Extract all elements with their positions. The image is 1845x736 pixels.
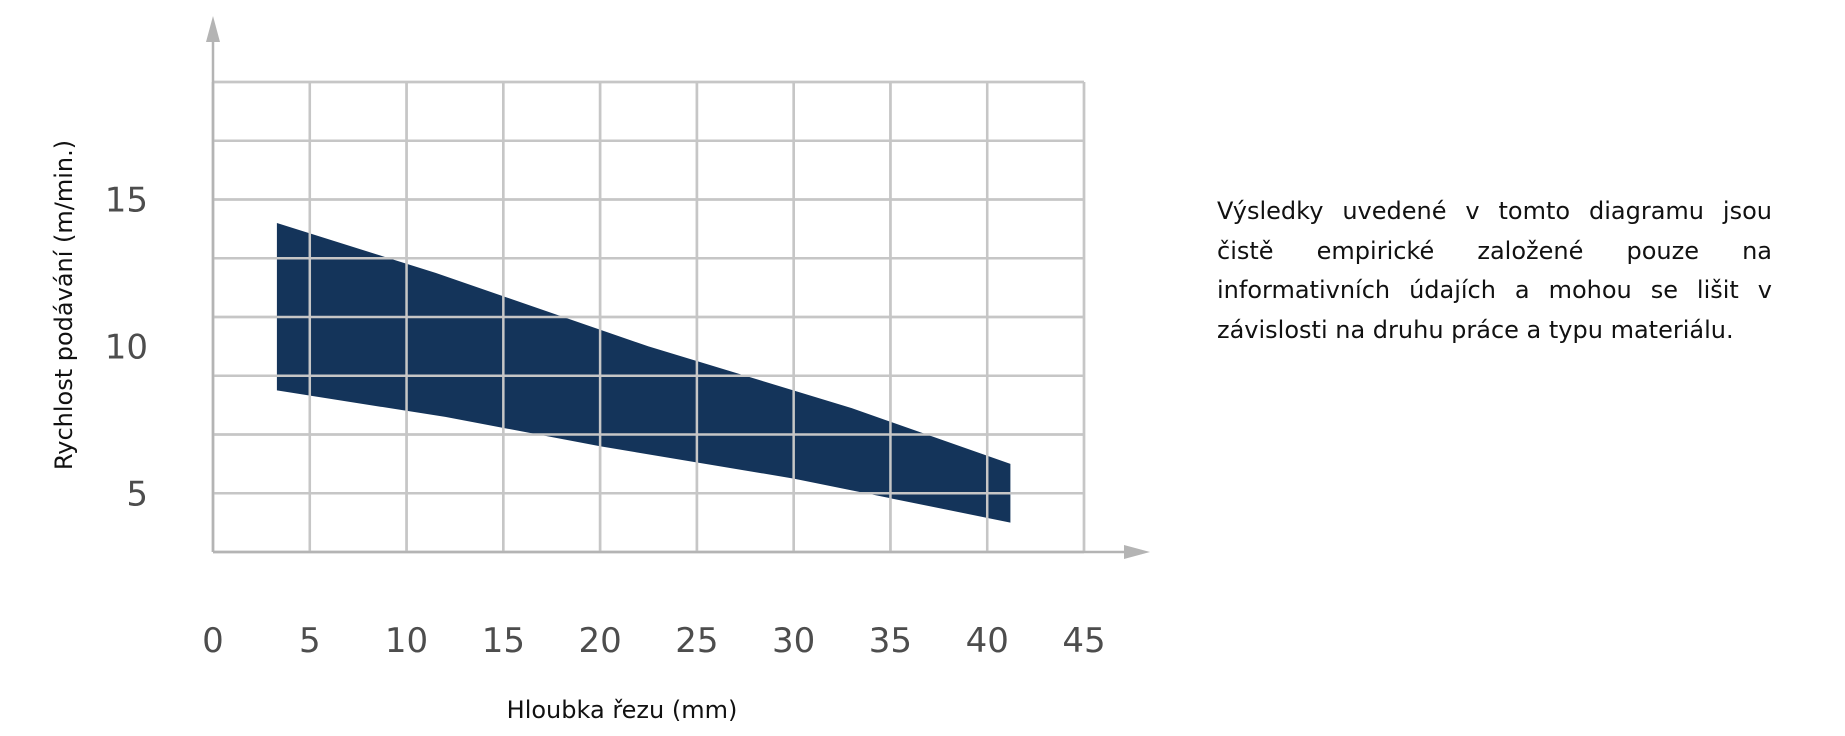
x-tick-label: 40 (966, 621, 1009, 661)
x-tick-label: 45 (1062, 621, 1105, 661)
x-axis-title: Hloubka řezu (mm) (507, 696, 738, 724)
chart: 0 5 10 15 20 25 30 35 40 45 5 10 15 Hloubka řezu (m… (50, 16, 1150, 724)
disclaimer-note: Výsledky uvedené v tomto diagramu jsou č… (1217, 197, 1772, 344)
feed-rate-band (276, 223, 1011, 523)
x-tick-label: 25 (675, 621, 718, 661)
y-tick-label: 15 (105, 181, 148, 221)
x-tick-label: 35 (869, 621, 912, 661)
axes (206, 16, 1150, 559)
y-tick-label: 5 (126, 474, 148, 514)
x-tick-labels: 0 5 10 15 20 25 30 35 40 45 (202, 621, 1105, 661)
y-axis-title: Rychlost podávání (m/min.) (50, 140, 78, 470)
y-tick-labels: 5 10 15 (105, 181, 148, 515)
y-tick-label: 10 (105, 327, 148, 367)
x-tick-label: 30 (772, 621, 815, 661)
x-tick-label: 10 (385, 621, 428, 661)
x-tick-label: 20 (578, 621, 621, 661)
y-axis-arrow (206, 16, 220, 42)
grid-lines-overlay (211, 80, 1086, 554)
x-tick-label: 15 (482, 621, 525, 661)
x-tick-label: 0 (202, 621, 224, 661)
x-axis-arrow (1124, 545, 1150, 559)
x-tick-label: 5 (299, 621, 321, 661)
